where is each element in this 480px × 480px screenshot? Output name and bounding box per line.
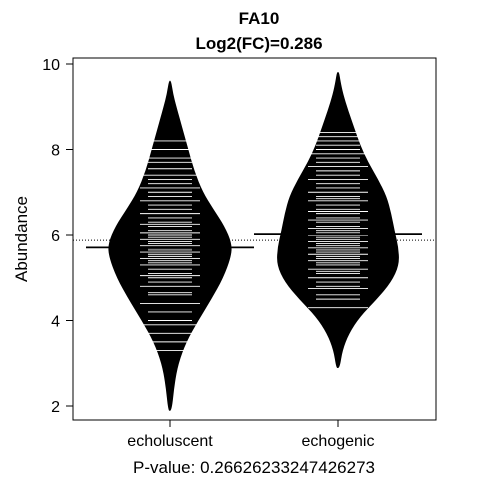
chart-subtitle: Log2(FC)=0.286 [195, 34, 322, 53]
chart-title: FA10 [239, 9, 280, 28]
x-axis: echoluscent echogenic [127, 420, 374, 450]
y-tick-label: 8 [51, 143, 60, 160]
plot-frame [72, 57, 437, 421]
y-tick-label: 2 [51, 399, 60, 416]
bean-echoluscent [86, 80, 254, 411]
bean-echogenic [254, 72, 422, 369]
x-tick-label: echoluscent [127, 433, 213, 450]
plot-area [73, 72, 436, 411]
y-axis: 2 4 6 8 10 [42, 57, 73, 416]
p-value-label: P-value: 0.26626233247426273 [133, 458, 375, 477]
y-tick-label: 4 [51, 314, 60, 331]
y-tick-label: 6 [51, 228, 60, 245]
x-tick-label: echogenic [302, 433, 375, 450]
y-tick-label: 10 [42, 57, 60, 74]
y-axis-label: Abundance [12, 196, 31, 282]
